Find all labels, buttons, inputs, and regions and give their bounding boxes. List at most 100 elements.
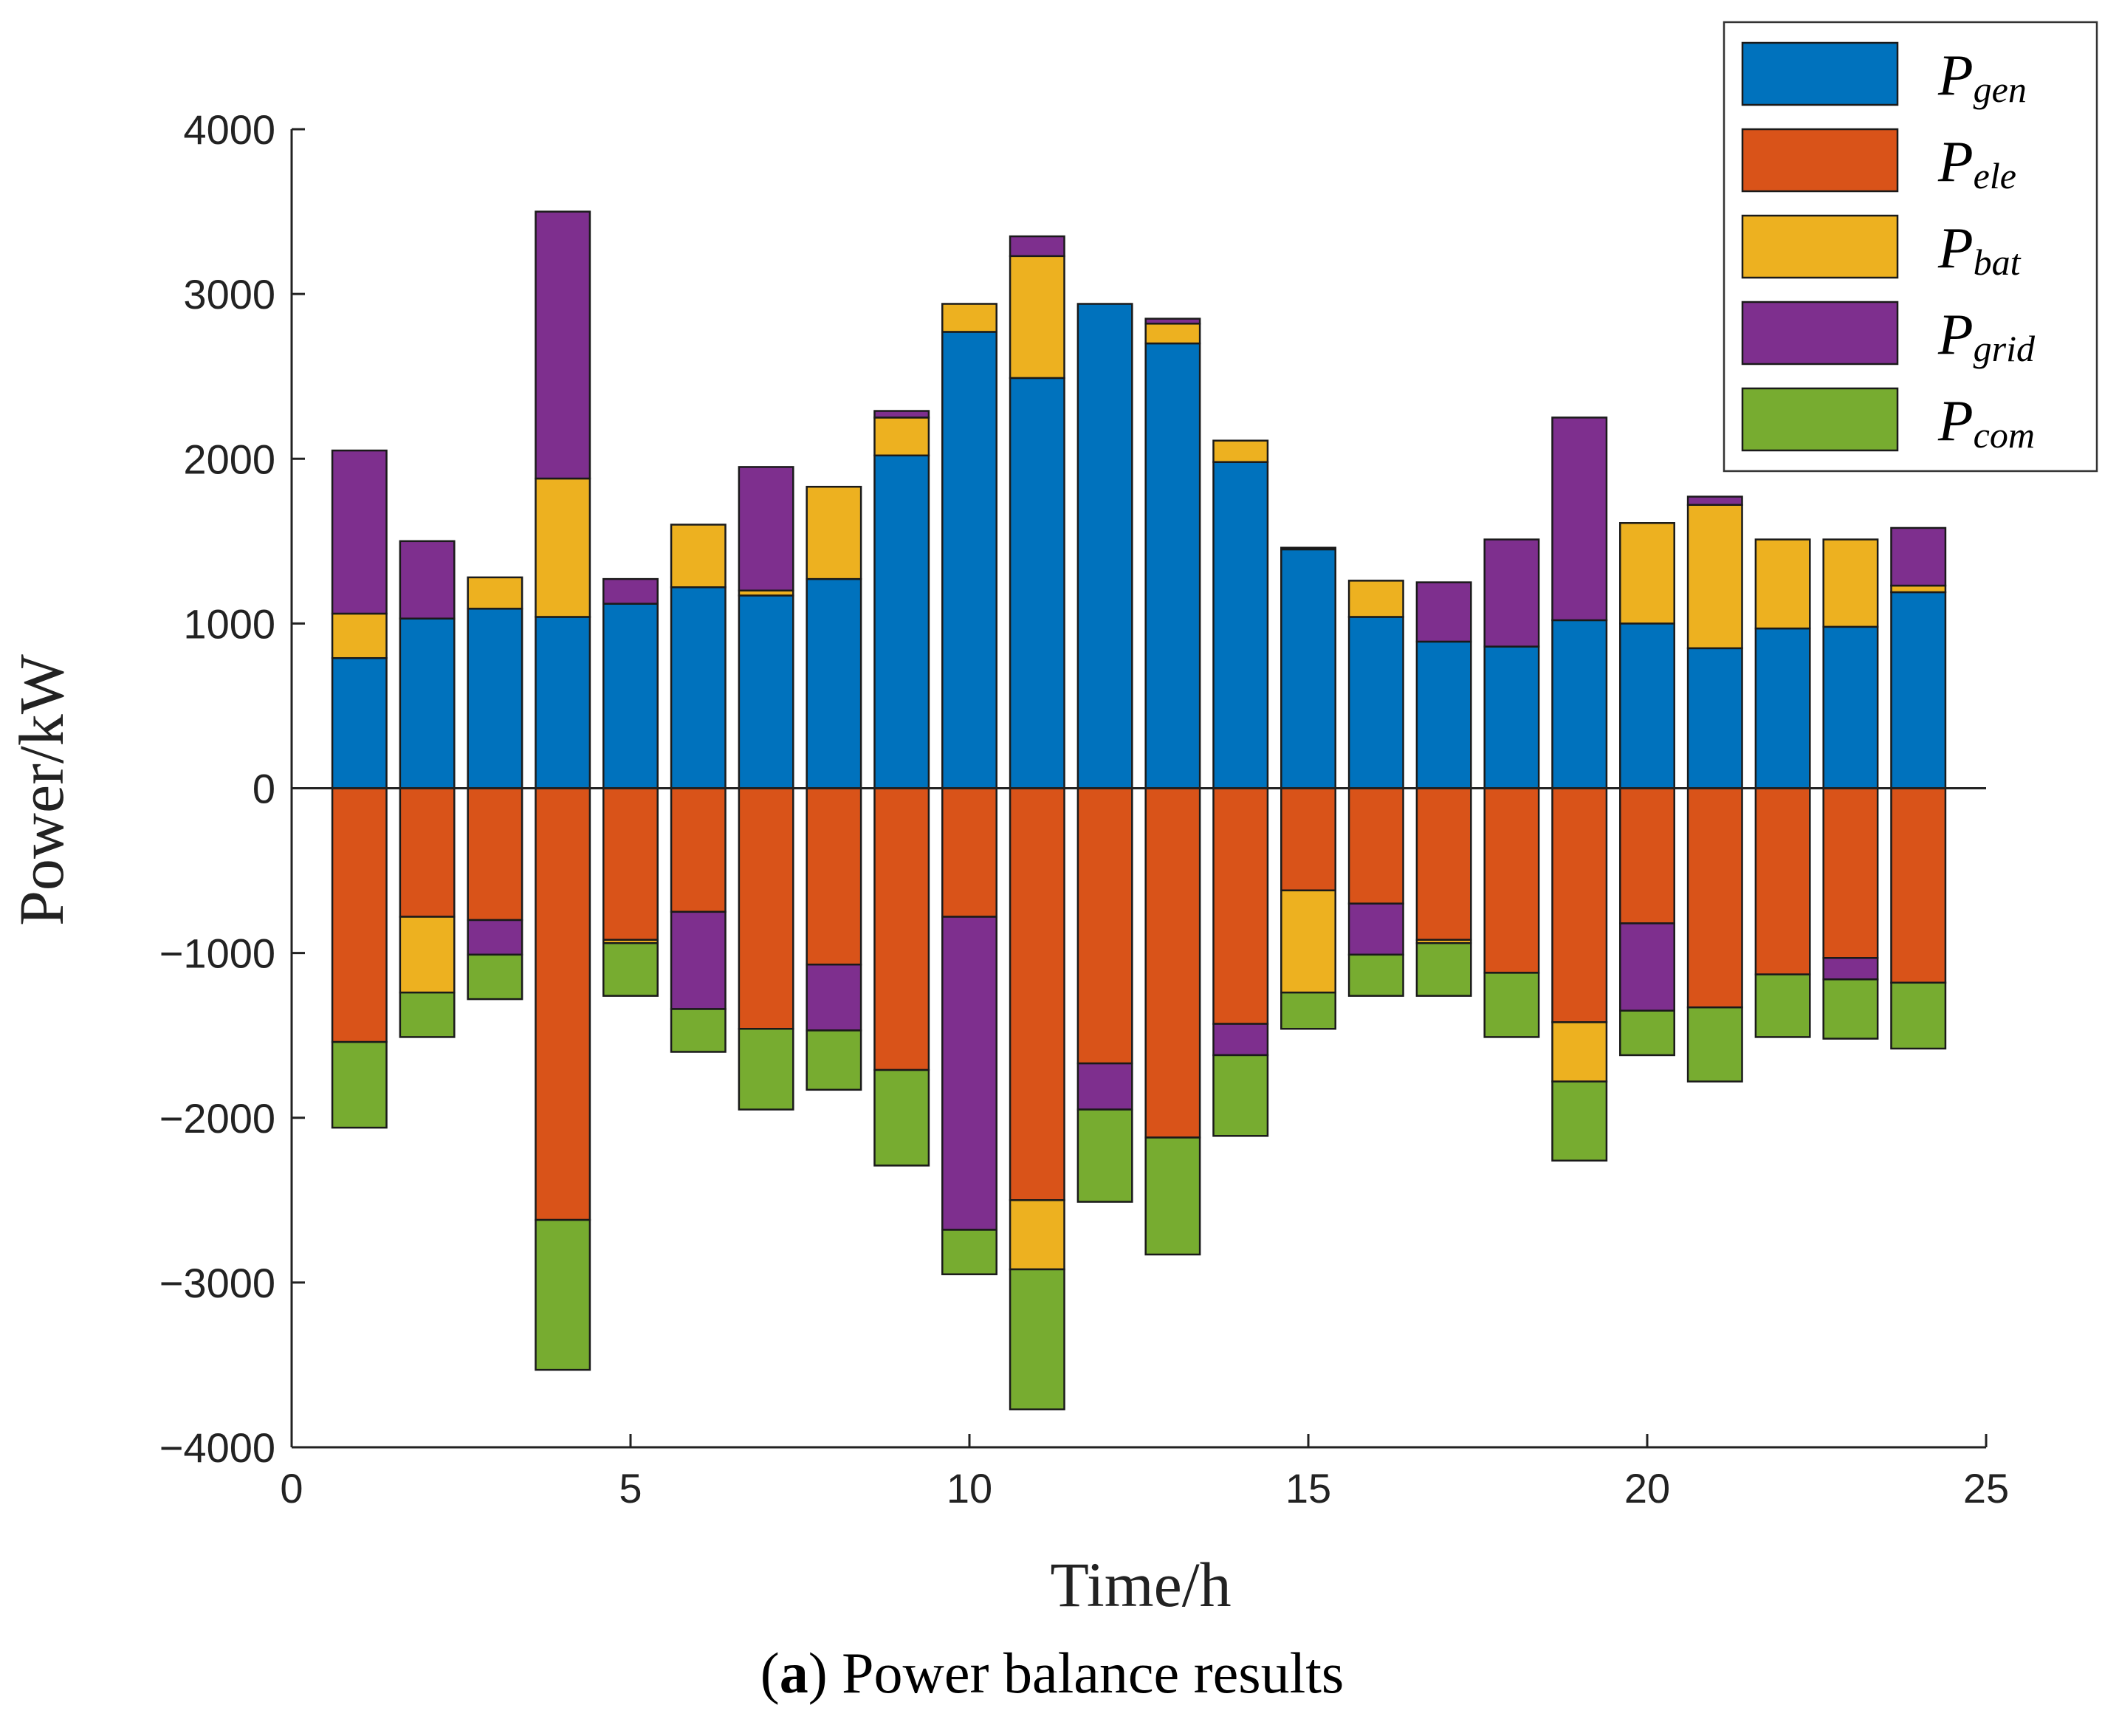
y-tick-label: −2000 (159, 1095, 275, 1142)
bar-grid-h19 (1551, 416, 1608, 622)
bar-ele-h14 (1212, 787, 1269, 1025)
bar-grid-h8 (806, 963, 862, 1032)
bar-com-h18 (1483, 972, 1540, 1038)
bar-gen-h21 (1686, 647, 1743, 789)
bar-grid-h21 (1686, 495, 1743, 506)
y-tick-label: 4000 (183, 106, 275, 153)
y-tick-label: 2000 (183, 436, 275, 482)
y-tick-label: 1000 (183, 600, 275, 647)
legend-label-ele: Pele (1937, 129, 2016, 196)
bar-com-h15 (1280, 991, 1336, 1030)
bar-com-h19 (1551, 1080, 1608, 1162)
bar-com-h6 (670, 1008, 727, 1053)
bar-ele-h7 (738, 787, 794, 1030)
bar-bat-h22 (1754, 538, 1811, 630)
bar-grid-h11 (1009, 235, 1065, 258)
bar-grid-h17 (1415, 581, 1472, 643)
legend-swatch-com (1741, 387, 1899, 452)
bar-gen-h1 (331, 656, 388, 789)
bar-com-h14 (1212, 1054, 1269, 1137)
bar-gen-h16 (1347, 616, 1404, 789)
bar-grid-h14 (1212, 1023, 1269, 1057)
legend-items: Pgen Pele Pbat Pgrid Pcom (1741, 41, 2036, 456)
y-tick-label: −4000 (159, 1424, 275, 1471)
bar-ele-h23 (1822, 787, 1879, 959)
bar-com-h10 (941, 1229, 997, 1275)
bar-ele-h18 (1483, 787, 1540, 974)
y-tick-label: −1000 (159, 930, 275, 977)
bar-bat-h11 (1009, 255, 1065, 380)
bar-com-h9 (873, 1068, 930, 1167)
x-axis-title: Time/h (1050, 1549, 1231, 1620)
bar-ele-h4 (535, 787, 591, 1221)
y-tick-label: −3000 (159, 1260, 275, 1306)
bar-grid-h15 (1280, 546, 1336, 551)
bar-grid-h13 (1144, 318, 1201, 325)
bar-bat-h15 (1280, 889, 1336, 994)
legend-label-grid: Pgrid (1937, 302, 2036, 369)
bar-com-h7 (738, 1028, 794, 1111)
bar-bat-h11 (1009, 1199, 1065, 1271)
bar-grid-h4 (535, 210, 591, 480)
bar-gen-h12 (1076, 303, 1133, 789)
bar-ele-h13 (1144, 787, 1201, 1139)
bar-gen-h13 (1144, 342, 1201, 789)
bar-ele-h11 (1009, 787, 1065, 1201)
bar-ele-h19 (1551, 787, 1608, 1023)
bar-bat-h4 (535, 477, 591, 618)
bar-com-h5 (602, 941, 659, 997)
bar-gen-h7 (738, 594, 794, 789)
x-tick-label: 10 (947, 1465, 992, 1512)
bar-grid-h16 (1347, 902, 1404, 956)
bar-grid-h23 (1822, 957, 1879, 981)
bar-ele-h12 (1076, 787, 1133, 1065)
bar-ele-h21 (1686, 787, 1743, 1009)
bar-grid-h7 (738, 466, 794, 591)
x-tick-group: 0 5 10 15 20 25 (280, 1434, 2009, 1512)
bar-ele-h9 (873, 787, 930, 1071)
bar-ele-h17 (1415, 787, 1472, 941)
bar-gen-h6 (670, 586, 727, 789)
x-tick-label: 25 (1963, 1465, 2009, 1512)
legend-label-com: Pcom (1937, 388, 2035, 456)
bar-grid-h1 (331, 449, 388, 615)
bar-gen-h11 (1009, 377, 1065, 789)
bar-gen-h8 (806, 577, 862, 789)
y-tick-label: 0 (253, 766, 275, 812)
bar-grid-h5 (602, 577, 659, 605)
bar-gen-h22 (1754, 627, 1811, 789)
bar-gen-h3 (467, 608, 523, 789)
bar-gen-h24 (1890, 591, 1947, 789)
bar-bat-h21 (1686, 504, 1743, 650)
bar-ele-h10 (941, 787, 997, 918)
bar-grid-h2 (399, 540, 456, 620)
bar-grid-h12 (1076, 1062, 1133, 1111)
bar-gen-h2 (399, 617, 456, 789)
x-tick-label: 20 (1624, 1465, 1670, 1512)
bar-gen-h19 (1551, 619, 1608, 789)
bar-com-h2 (399, 991, 456, 1038)
bar-gen-h20 (1619, 622, 1675, 789)
bar-ele-h5 (602, 787, 659, 941)
legend-swatch-bat (1741, 214, 1899, 279)
bar-grid-h3 (467, 919, 523, 956)
bar-ele-h24 (1890, 787, 1947, 984)
bar-bat-h9 (873, 416, 930, 457)
bar-bat-h23 (1822, 538, 1879, 628)
legend-swatch-ele (1741, 128, 1899, 193)
bar-bat-h24 (1890, 584, 1947, 594)
y-tick-label: 3000 (183, 271, 275, 318)
legend-swatch-gen (1741, 41, 1899, 106)
bar-com-h11 (1009, 1268, 1065, 1410)
bar-com-h13 (1144, 1136, 1201, 1256)
bar-com-h3 (467, 953, 523, 1001)
bar-gen-h14 (1212, 461, 1269, 789)
bar-bat-h13 (1144, 323, 1201, 345)
bar-bat-h8 (806, 485, 862, 580)
bar-com-h21 (1686, 1006, 1743, 1083)
bar-ele-h1 (331, 787, 388, 1043)
bar-com-h23 (1822, 978, 1879, 1040)
bar-bat-h20 (1619, 522, 1675, 625)
bar-gen-h9 (873, 454, 930, 789)
